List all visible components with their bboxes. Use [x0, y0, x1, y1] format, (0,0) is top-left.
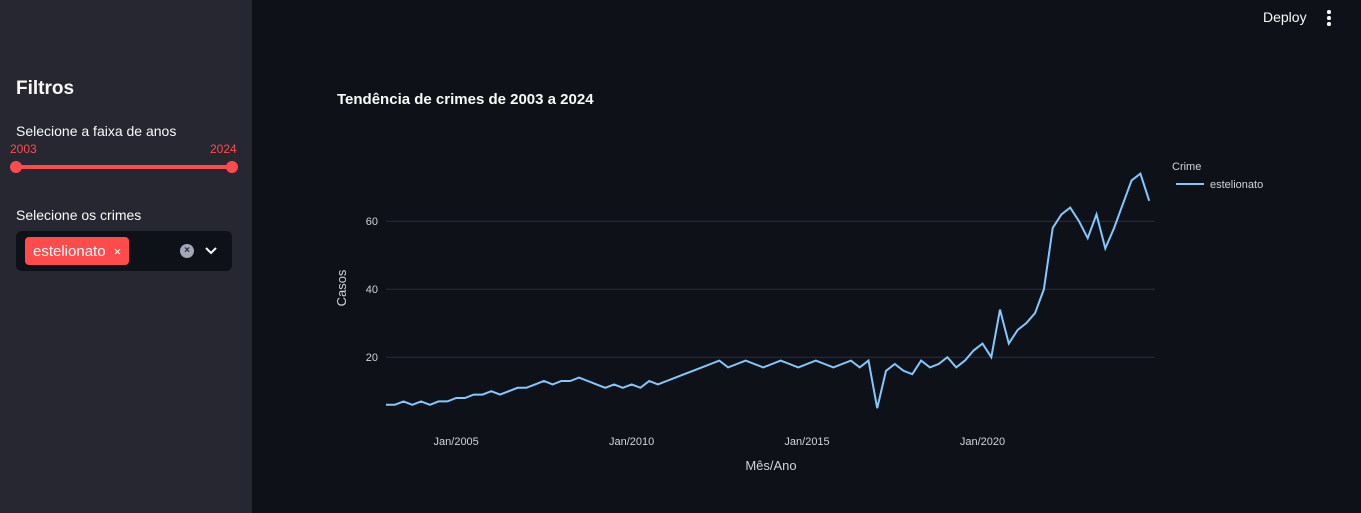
- year-slider-track[interactable]: [16, 165, 232, 169]
- selected-crime-tag-label: estelionato: [33, 242, 106, 260]
- year-slider-max-value: 2024: [210, 142, 237, 156]
- x-tick-label: Jan/2020: [960, 436, 1005, 448]
- y-tick-label: 20: [366, 352, 378, 364]
- y-axis-title: Casos: [334, 269, 349, 306]
- legend-item-estelionato[interactable]: estelionato: [1210, 179, 1263, 191]
- remove-tag-icon[interactable]: ×: [113, 243, 122, 259]
- vertical-dots-icon[interactable]: [1320, 8, 1338, 28]
- crime-select-label: Selecione os crimes: [16, 207, 142, 223]
- clear-icon[interactable]: ×: [180, 244, 194, 258]
- legend-title: Crime: [1172, 161, 1201, 173]
- crime-multiselect[interactable]: estelionato × ×: [16, 231, 232, 271]
- y-tick-label: 40: [366, 284, 378, 296]
- year-slider-min-thumb[interactable]: [10, 161, 22, 173]
- selected-crime-tag: estelionato ×: [25, 237, 130, 265]
- year-range-label: Selecione a faixa de anos: [16, 123, 177, 139]
- deploy-button[interactable]: Deploy: [1263, 9, 1307, 25]
- sidebar-title: Filtros: [16, 78, 75, 99]
- x-tick-label: Jan/2010: [609, 436, 654, 448]
- x-tick-label: Jan/2015: [784, 436, 829, 448]
- x-tick-label: Jan/2005: [434, 436, 479, 448]
- year-slider-min-value: 2003: [10, 142, 37, 156]
- series-line-estelionato: [386, 171, 1151, 409]
- y-tick-label: 60: [366, 216, 378, 228]
- chart-title: Tendência de crimes de 2003 a 2024: [337, 91, 594, 108]
- sidebar: Filtros Selecione a faixa de anos 2003 2…: [0, 0, 252, 513]
- chevron-down-icon[interactable]: [203, 240, 219, 260]
- year-slider-max-thumb[interactable]: [226, 161, 238, 173]
- x-axis-title: Mês/Ano: [745, 458, 796, 473]
